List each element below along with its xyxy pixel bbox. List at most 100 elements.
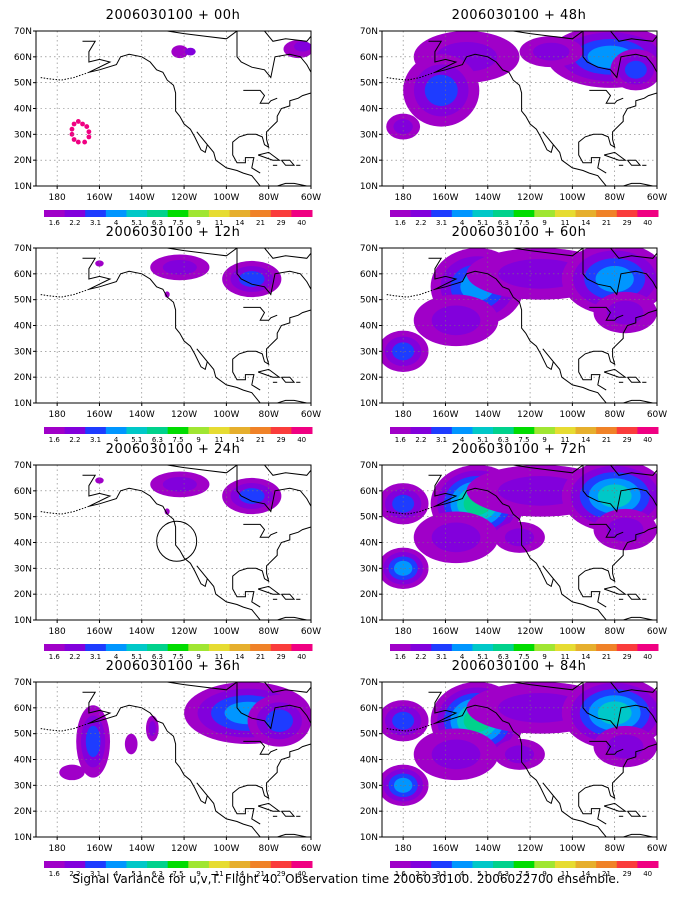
colorbar-label: 5.1 bbox=[477, 870, 488, 878]
lat-label: 50N bbox=[360, 513, 378, 523]
colorbar-swatch bbox=[534, 210, 556, 217]
grid-lines bbox=[382, 682, 657, 837]
lat-label: 60N bbox=[14, 270, 32, 280]
variance-blob bbox=[624, 60, 647, 79]
colorbar-swatch bbox=[250, 861, 272, 868]
colorbar-label: 7.5 bbox=[172, 653, 183, 661]
variance-dot bbox=[75, 139, 81, 145]
variance-dot bbox=[86, 129, 92, 135]
variance-dot bbox=[71, 121, 77, 127]
colorbar-swatch bbox=[44, 210, 66, 217]
colorbar-label: 9 bbox=[196, 653, 200, 661]
lon-label: 60W bbox=[301, 844, 321, 854]
colorbar-swatch bbox=[167, 644, 189, 651]
lat-label: 10N bbox=[14, 616, 32, 626]
lon-label: 180 bbox=[395, 193, 412, 203]
colorbar-label: 9 bbox=[542, 436, 546, 444]
lon-label: 180 bbox=[395, 844, 412, 854]
variance-blob bbox=[164, 508, 170, 515]
colorbar-swatch bbox=[167, 427, 189, 434]
colorbar: 1.6 2.2 3.1 4 5.1 6.3 7.5 9 11 14 21 29 40 bbox=[390, 861, 659, 878]
colorbar-swatch bbox=[534, 427, 556, 434]
lon-label: 180 bbox=[49, 627, 66, 637]
colorbar-label: 3.1 bbox=[436, 653, 447, 661]
lat-label: 40N bbox=[14, 539, 32, 549]
colorbar-label: 6.3 bbox=[152, 436, 163, 444]
lon-label: 120W bbox=[517, 844, 543, 854]
lon-label: 180 bbox=[49, 410, 66, 420]
colorbar-label: 2.2 bbox=[69, 219, 80, 227]
lat-label: 40N bbox=[360, 322, 378, 332]
colorbar-swatch bbox=[126, 210, 148, 217]
lat-label: 70N bbox=[14, 461, 32, 471]
colorbar-label: 21 bbox=[256, 653, 265, 661]
lon-label: 120W bbox=[171, 410, 197, 420]
lon-label: 160W bbox=[432, 627, 458, 637]
coastline bbox=[40, 248, 311, 403]
lat-label: 30N bbox=[360, 347, 378, 357]
colorbar-label: 1.6 bbox=[49, 870, 61, 878]
colorbar-swatch bbox=[270, 427, 292, 434]
lon-label: 120W bbox=[517, 627, 543, 637]
colorbar-label: 21 bbox=[602, 870, 611, 878]
colorbar-swatch bbox=[64, 861, 86, 868]
panel-title: 2006030100 + 72h bbox=[451, 442, 587, 457]
panel-title: 2006030100 + 48h bbox=[451, 8, 587, 23]
colorbar-label: 40 bbox=[643, 219, 652, 227]
colorbar-label: 7.5 bbox=[172, 870, 183, 878]
colorbar-label: 3.1 bbox=[90, 870, 101, 878]
colorbar-label: 14 bbox=[581, 219, 590, 227]
colorbar-swatch bbox=[637, 210, 659, 217]
lon-label: 160W bbox=[86, 844, 112, 854]
lon-label: 80W bbox=[259, 193, 279, 203]
variance-blob bbox=[431, 522, 481, 553]
lon-label: 140W bbox=[475, 410, 501, 420]
colorbar-swatch bbox=[390, 427, 412, 434]
colorbar-label: 4 bbox=[460, 870, 465, 878]
lat-label: 70N bbox=[360, 678, 378, 688]
colorbar-swatch bbox=[147, 210, 169, 217]
colorbar-label: 1.6 bbox=[49, 436, 61, 444]
lat-label: 20N bbox=[14, 156, 32, 166]
colorbar-label: 11 bbox=[561, 219, 570, 227]
lon-label: 100W bbox=[213, 844, 239, 854]
map-panel: 2006030100 + 84h 180 160W 140W 120W 100W 80W 60… bbox=[346, 651, 692, 878]
coastline bbox=[386, 465, 657, 620]
colorbar-swatch bbox=[64, 427, 86, 434]
lat-label: 10N bbox=[360, 616, 378, 626]
colorbar-label: 1.6 bbox=[49, 653, 61, 661]
coastline bbox=[386, 248, 657, 403]
colorbar-swatch bbox=[493, 210, 515, 217]
colorbar-swatch bbox=[554, 427, 577, 434]
colorbar-swatch bbox=[410, 861, 432, 868]
lon-label: 160W bbox=[432, 410, 458, 420]
colorbar-label: 2.2 bbox=[69, 870, 80, 878]
variance-field bbox=[382, 682, 657, 806]
lat-label: 20N bbox=[14, 590, 32, 600]
target-circle bbox=[156, 520, 198, 562]
colorbar-swatch bbox=[105, 644, 127, 651]
colorbar-swatch bbox=[616, 644, 638, 651]
colorbar-swatch bbox=[637, 644, 659, 651]
colorbar-label: 5.1 bbox=[131, 653, 142, 661]
colorbar-swatch bbox=[596, 861, 618, 868]
colorbar-swatch bbox=[493, 644, 515, 651]
colorbar-swatch bbox=[513, 861, 535, 868]
colorbar-swatch bbox=[229, 210, 251, 217]
lon-label: 140W bbox=[129, 844, 155, 854]
colorbar-swatch bbox=[472, 427, 494, 434]
lon-label: 80W bbox=[259, 627, 279, 637]
colorbar-label: 2.2 bbox=[415, 653, 426, 661]
colorbar-label: 2.2 bbox=[415, 870, 426, 878]
lat-label: 40N bbox=[360, 105, 378, 115]
colorbar-label: 14 bbox=[235, 870, 244, 878]
colorbar-swatch bbox=[44, 427, 66, 434]
colorbar-swatch bbox=[554, 644, 577, 651]
colorbar-swatch bbox=[126, 861, 148, 868]
lon-label: 60W bbox=[301, 410, 321, 420]
colorbar-label: 29 bbox=[277, 436, 286, 444]
lat-label: 30N bbox=[14, 130, 32, 140]
colorbar-swatch bbox=[534, 861, 556, 868]
colorbar-label: 2.2 bbox=[415, 219, 426, 227]
variance-blob bbox=[607, 734, 644, 759]
